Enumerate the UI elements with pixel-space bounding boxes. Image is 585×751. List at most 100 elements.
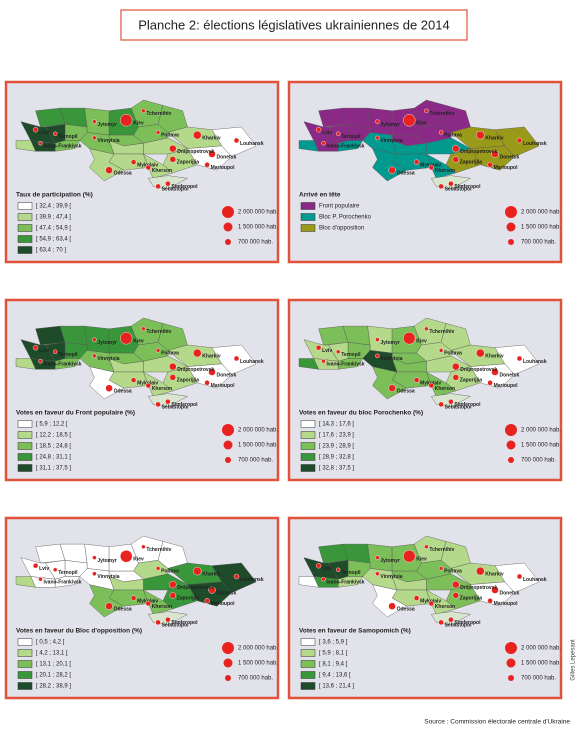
city-dot (403, 114, 416, 127)
city-dot (38, 359, 43, 364)
legend-label: [ 54,9 ; 63,4 [ (36, 237, 71, 243)
city-dot (403, 332, 416, 345)
city-label: Jytomyr (97, 122, 117, 128)
population-symbol (222, 206, 234, 218)
city-label: Louhansk (240, 359, 264, 365)
city-label: Donetsk (217, 590, 237, 596)
city-label: Louhansk (523, 577, 547, 583)
city-label: Kharkiv (202, 135, 221, 141)
city-label: Tchernihiv (146, 111, 171, 117)
region (494, 562, 540, 593)
city-label: Kherson (435, 604, 455, 610)
city-label: Kherson (152, 168, 172, 174)
city-label: Tchernihiv (146, 329, 171, 335)
city-dot (516, 355, 523, 362)
population-symbol (505, 424, 517, 436)
city-dot (452, 362, 460, 371)
population-label: 2 000 000 hab. (521, 210, 561, 216)
city-label: Odessa (397, 171, 415, 177)
city-label: Simferopol (171, 402, 198, 408)
population-symbol (505, 206, 517, 218)
city-label: Marioupol (494, 165, 518, 171)
city-label: Zaporijjia (177, 596, 199, 602)
city-label: Donetsk (217, 372, 237, 378)
legend-swatch (300, 453, 316, 461)
city-dot (92, 119, 97, 124)
map-panel: Kiev Lviv Ternopil Ivano-Frankivsk Kharkiv Do… (4, 516, 280, 700)
city-dot (233, 137, 240, 144)
city-dot (120, 332, 133, 345)
city-label: Zaporijjia (177, 160, 199, 166)
legend-swatch (300, 464, 316, 472)
city-dot (145, 164, 152, 171)
population-symbol (222, 424, 234, 436)
city-label: Zaporijjia (177, 378, 199, 384)
city-label: Ivano-Frankivsk (327, 362, 365, 368)
city-label: Simferopol (171, 620, 198, 626)
population-label: 700 000 hab. (238, 676, 273, 682)
legend-swatch (17, 464, 33, 472)
region (494, 344, 540, 375)
city-dot (438, 348, 444, 353)
city-label: Kharkiv (202, 571, 221, 577)
legend-label: [ 13,6 ; 21,4 ] (319, 684, 354, 690)
city-label: Simferopol (454, 620, 481, 626)
city-dot (448, 398, 454, 405)
city-dot (92, 555, 97, 560)
city-dot (375, 571, 380, 576)
legend-swatch (17, 660, 33, 668)
region (303, 557, 339, 580)
city-dot (438, 566, 444, 571)
city-label: Simferopol (454, 402, 481, 408)
city-label: Lviv (39, 348, 49, 354)
region (372, 148, 408, 182)
city-dot (476, 130, 485, 140)
city-dot (424, 326, 429, 331)
region (89, 366, 125, 400)
city-label: Marioupol (211, 601, 235, 607)
region (20, 339, 56, 362)
population-symbol (506, 440, 516, 450)
city-dot (388, 384, 396, 392)
city-dot (155, 566, 161, 571)
city-dot (321, 141, 326, 146)
city-dot (169, 592, 177, 599)
city-label: Tchernihiv (429, 547, 454, 553)
city-label: Ternopil (341, 570, 361, 576)
city-dot (375, 119, 380, 124)
city-dot (315, 127, 322, 133)
city-dot (165, 616, 171, 623)
legend-swatch (17, 224, 33, 232)
city-label: Zaporijjia (460, 378, 482, 384)
city-label: Poltava (161, 133, 179, 139)
legend-label: [ 63,4 ; 70 ] (36, 248, 66, 254)
city-dot (105, 166, 113, 174)
region (55, 358, 81, 370)
city-label: Marioupol (211, 165, 235, 171)
region (211, 344, 257, 375)
legend-title: Taux de participation (%) (16, 192, 93, 199)
city-label: Lviv (322, 566, 332, 572)
population-label: 700 000 hab. (521, 458, 556, 464)
region (35, 107, 66, 128)
city-dot (413, 377, 420, 383)
region (15, 358, 36, 370)
city-dot (452, 374, 460, 381)
city-dot (448, 180, 454, 187)
legend-label: [ 32,8 ; 37,5 ] (319, 466, 354, 472)
city-label: Vinnytsia (380, 356, 402, 362)
legend-swatch (300, 660, 316, 668)
city-label: Louhansk (523, 359, 547, 365)
city-dot (321, 577, 326, 582)
city-label: Louhansk (240, 577, 264, 583)
region (426, 371, 457, 397)
city-dot (155, 348, 161, 353)
city-dot (141, 544, 146, 549)
city-dot (452, 144, 460, 153)
city-dot (204, 162, 210, 168)
region (494, 126, 540, 157)
population-symbol (225, 675, 231, 681)
city-label: Kiev (416, 339, 427, 345)
city-label: Dnipropetrovsk (177, 367, 214, 373)
population-symbol (505, 642, 517, 654)
